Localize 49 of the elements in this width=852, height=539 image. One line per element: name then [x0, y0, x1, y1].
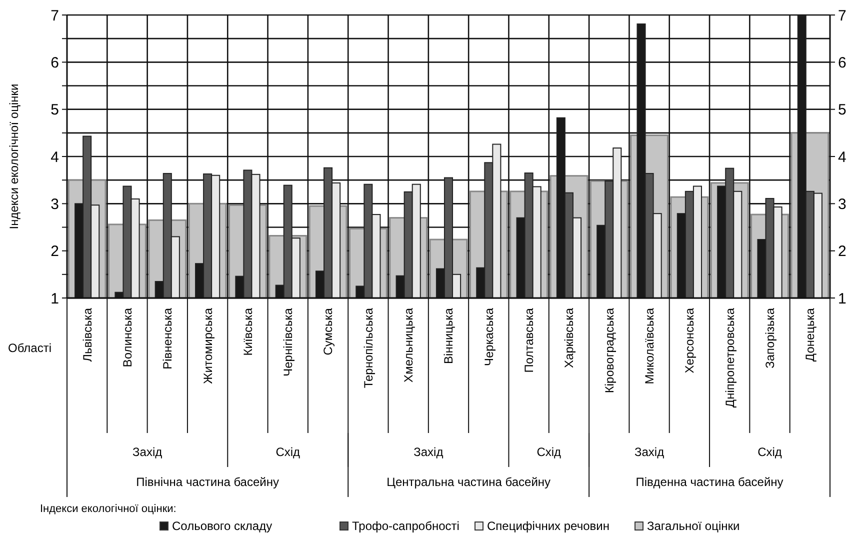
y2-tick-label: 5 [838, 102, 846, 119]
text: Схід [758, 445, 782, 460]
x-tick-label: Житомирська [200, 308, 215, 384]
text: Захід [414, 445, 444, 460]
x-tick-label: Хмельницька [402, 308, 416, 382]
x-tick-label: Полтавська [522, 308, 536, 373]
x-tick-label: Тернопільська [361, 308, 376, 388]
x-tick-label: Вінницька [442, 308, 456, 364]
legend-label: Загальної оцінки [647, 519, 740, 534]
text: Схід [276, 445, 300, 460]
y-axis-title: Індекси екологічної оцінки [7, 84, 21, 230]
x-axis-title: Області [8, 341, 52, 355]
x-tick-label: Волинська [120, 308, 134, 368]
x-tick-label: Чернігівська [281, 308, 296, 376]
x-tick-label: Київська [240, 308, 255, 356]
text: Південна частина басейну [636, 475, 784, 490]
text: Схід [536, 445, 562, 460]
y-tick-label: 1 [50, 290, 59, 308]
y-tick-label: 2 [50, 243, 59, 260]
y2-tick-label: 2 [838, 243, 846, 260]
x-tick-label: Херсонська [682, 308, 697, 374]
y-tick-label: 7 [50, 7, 59, 24]
y2-tick-label: 1 [838, 290, 846, 308]
y2-tick-label: 4 [838, 148, 846, 166]
x-tick-label: Дніпропетровська [722, 308, 737, 408]
x-tick-label: Кіровоградська [602, 308, 616, 394]
y2-tick-label: 3 [838, 196, 846, 213]
x-tick-label: Львівська [80, 308, 94, 362]
x-tick-label: Сумська [321, 308, 336, 356]
y2-tick-label: 7 [838, 7, 846, 24]
x-tick-label: Запорізька [762, 308, 777, 368]
x-tick-label: Харківська [562, 308, 576, 368]
x-tick-label: Рівненська [160, 308, 175, 370]
text: Північна частина басейну [136, 475, 279, 490]
x-tick-label: Черкаська [482, 308, 496, 366]
text: Центральна частина басейну [386, 475, 551, 490]
y-tick-label: 6 [50, 54, 59, 72]
text: Захід [132, 445, 162, 460]
y-tick-label: 3 [50, 196, 59, 213]
x-tick-label: Миколаївська [642, 308, 656, 384]
legend-label: Трофо-сапробності [352, 519, 460, 534]
x-tick-label: Донецька [803, 308, 818, 362]
y-tick-label: 5 [50, 102, 59, 119]
legend-title: Індекси екологічної оцінки: [40, 502, 176, 515]
text: Захід [634, 445, 664, 460]
legend-label: Специфічних речовин [487, 519, 610, 534]
y2-tick-label: 6 [838, 54, 846, 72]
y-tick-label: 4 [50, 148, 59, 166]
legend-label: Сольового складу [172, 519, 272, 534]
